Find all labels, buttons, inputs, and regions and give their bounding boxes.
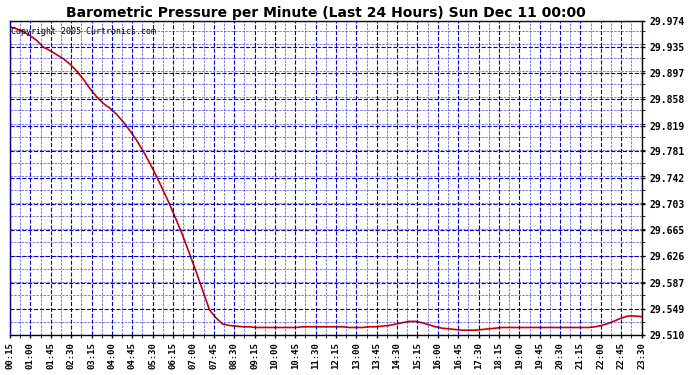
Title: Barometric Pressure per Minute (Last 24 Hours) Sun Dec 11 00:00: Barometric Pressure per Minute (Last 24 … <box>66 6 586 20</box>
Text: Copyright 2005 Curtronics.com: Copyright 2005 Curtronics.com <box>11 27 157 36</box>
